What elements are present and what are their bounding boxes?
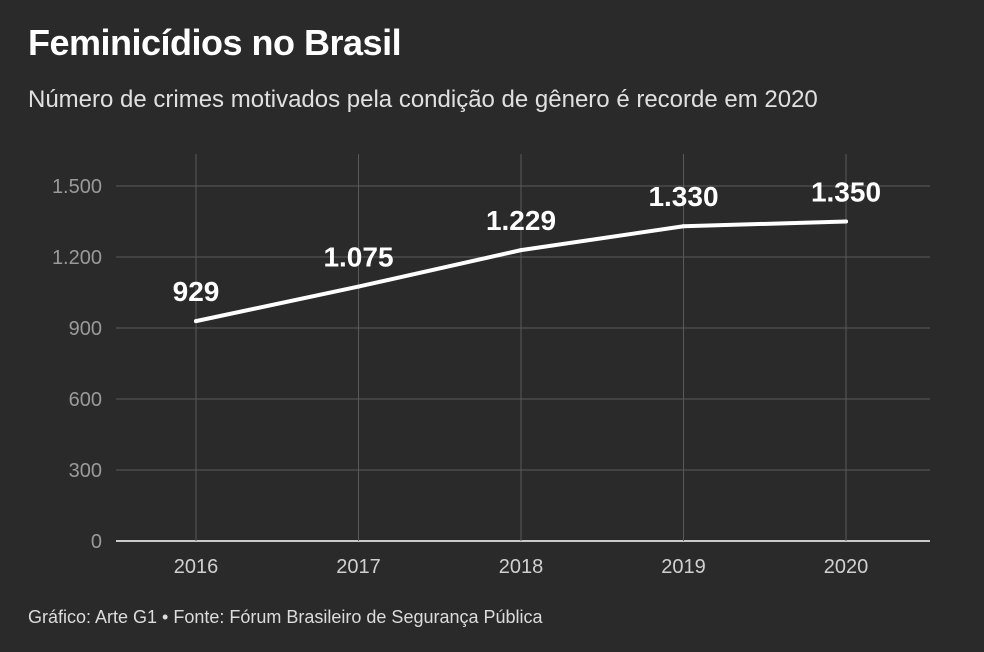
x-tick-label: 2017 xyxy=(336,556,381,578)
gridlines xyxy=(116,154,930,542)
y-tick-label: 1.200 xyxy=(52,247,102,269)
data-label: 1.330 xyxy=(648,181,718,212)
y-tick-label: 600 xyxy=(69,389,102,411)
data-label: 1.075 xyxy=(323,242,393,273)
y-tick-label: 300 xyxy=(69,460,102,482)
source-note: Gráfico: Arte G1 • Fonte: Fórum Brasilei… xyxy=(28,607,543,627)
y-tick-label: 0 xyxy=(91,531,102,553)
x-tick-label: 2020 xyxy=(824,556,869,578)
x-axis-ticks: 2016 2017 2018 2019 2020 xyxy=(174,556,869,578)
x-tick-label: 2016 xyxy=(174,556,219,578)
data-point xyxy=(519,248,523,253)
data-point xyxy=(681,224,686,229)
chart-title: Feminicídios no Brasil xyxy=(28,22,402,63)
data-point xyxy=(844,219,848,224)
data-point xyxy=(356,284,361,289)
x-tick-label: 2019 xyxy=(661,556,706,578)
data-point xyxy=(194,319,198,324)
chart-subtitle: Número de crimes motivados pela condição… xyxy=(28,86,818,113)
data-label: 1.350 xyxy=(811,177,881,208)
line-chart: 0 300 600 900 1.200 1.500 2016 2017 2018 2019 202… xyxy=(52,154,930,578)
y-axis-ticks: 0 300 600 900 1.200 1.500 xyxy=(52,176,102,553)
data-label: 929 xyxy=(173,276,220,307)
series-feminicidios xyxy=(194,219,848,324)
x-tick-label: 2018 xyxy=(499,556,544,578)
y-tick-label: 1.500 xyxy=(52,176,102,198)
data-label: 1.229 xyxy=(486,205,556,236)
y-tick-label: 900 xyxy=(69,318,102,340)
data-labels: 929 1.075 1.229 1.330 1.350 xyxy=(173,177,881,308)
